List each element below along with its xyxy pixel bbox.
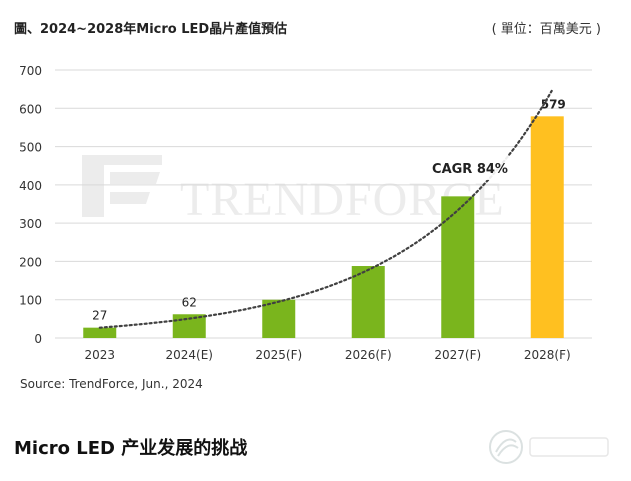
y-tick-label: 400 <box>19 179 42 193</box>
bar-2025(F) <box>262 299 296 338</box>
bar-2026(F) <box>351 266 385 338</box>
cagr-annotation: CAGR 84% <box>428 156 512 180</box>
x-tick-label: 2023 <box>84 348 115 362</box>
y-axis: 0 100 200 300 400 500 600 700 <box>19 64 42 346</box>
x-tick-label: 2027(F) <box>434 348 481 362</box>
y-tick-label: 600 <box>19 102 42 116</box>
gridlines <box>55 69 592 339</box>
chart-title: 圖、2024~2028年Micro LED晶片產值預估 <box>14 22 288 37</box>
site-logo-icon <box>489 430 609 464</box>
y-tick-label: 700 <box>19 64 42 78</box>
trendforce-logo-icon <box>82 155 162 217</box>
y-tick-label: 100 <box>19 294 42 308</box>
x-tick-label: 2025(F) <box>255 348 302 362</box>
bar-2027(F) <box>441 196 475 338</box>
bars <box>83 116 564 338</box>
x-tick-label: 2026(F) <box>345 348 392 362</box>
y-tick-label: 0 <box>34 332 42 346</box>
bar-2028(F) <box>530 116 564 338</box>
data-label: 62 <box>182 295 197 309</box>
x-axis: 2023 2024(E) 2025(F) 2026(F) 2027(F) 2028(F) <box>84 348 570 362</box>
y-tick-label: 500 <box>19 141 42 155</box>
data-label: 27 <box>92 309 107 323</box>
chart-figure: 圖、2024~2028年Micro LED晶片產值預估 ( 單位：百萬美元 ) … <box>14 22 601 391</box>
x-tick-label: 2028(F) <box>524 348 571 362</box>
source-note: Source: TrendForce, Jun., 2024 <box>20 377 203 391</box>
x-tick-label: 2024(E) <box>166 348 213 362</box>
y-tick-label: 300 <box>19 217 42 231</box>
cagr-trendline <box>98 89 553 329</box>
unit-label: ( 單位：百萬美元 ) <box>491 22 601 37</box>
y-tick-label: 200 <box>19 255 42 269</box>
bar-2023 <box>83 327 117 338</box>
svg-text:CAGR 84%: CAGR 84% <box>432 162 508 177</box>
article-heading: Micro LED 产业发展的挑战 <box>14 438 248 459</box>
